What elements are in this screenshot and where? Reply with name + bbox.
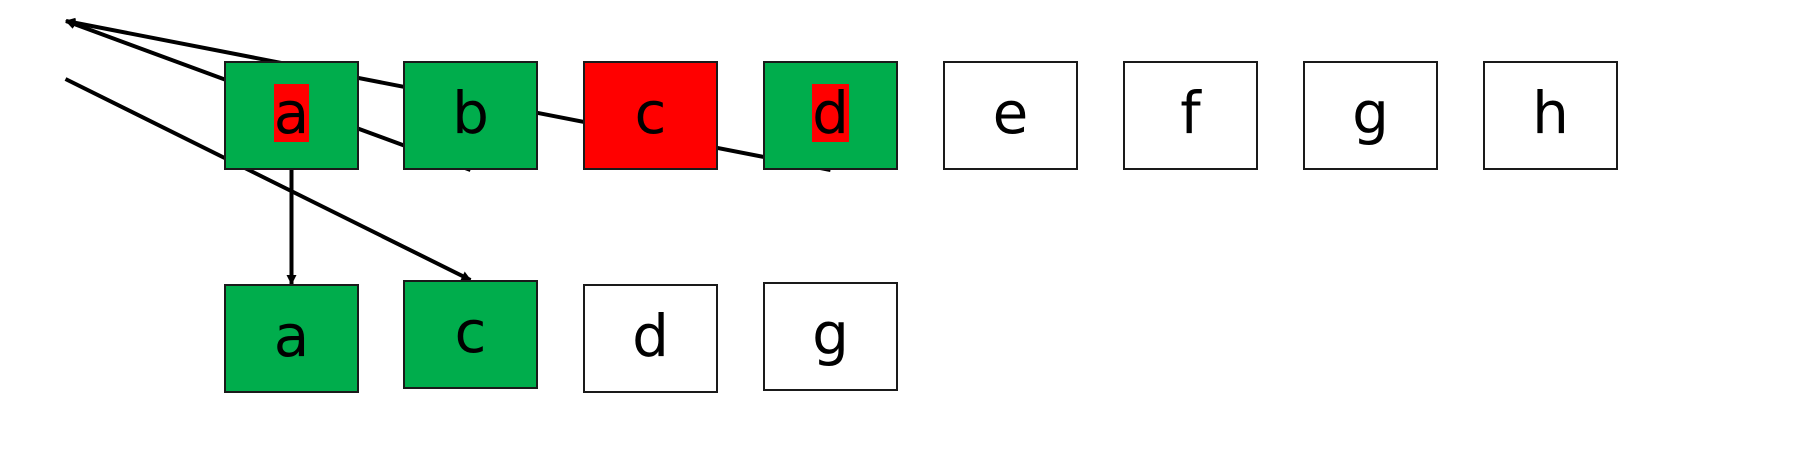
top-box-b: b: [403, 61, 538, 170]
top-box-label: d: [812, 78, 849, 147]
top-box-a: a: [224, 61, 359, 170]
bottom-box-label: d: [632, 301, 669, 370]
top-box-label: a: [273, 78, 310, 147]
top-box-g: g: [1303, 61, 1438, 170]
bottom-box-label: a: [273, 301, 310, 370]
top-box-label: f: [1180, 78, 1201, 147]
bottom-box-label: c: [454, 297, 487, 366]
top-box-label: h: [1532, 78, 1569, 147]
top-box-d: d: [763, 61, 898, 170]
bottom-box-a: a: [224, 284, 359, 393]
top-box-label: g: [1352, 78, 1389, 147]
bottom-box-label: g: [812, 299, 849, 368]
bottom-box-g: g: [763, 282, 898, 391]
top-box-h: h: [1483, 61, 1618, 170]
connector-arrow: [64, 77, 472, 282]
top-box-c: c: [583, 61, 718, 170]
bottom-box-d: d: [583, 284, 718, 393]
top-box-label: e: [992, 78, 1029, 147]
top-box-f: f: [1123, 61, 1258, 170]
top-box-label: b: [452, 78, 489, 147]
top-box-e: e: [943, 61, 1078, 170]
bottom-box-c: c: [403, 280, 538, 389]
top-box-label: c: [634, 78, 667, 147]
